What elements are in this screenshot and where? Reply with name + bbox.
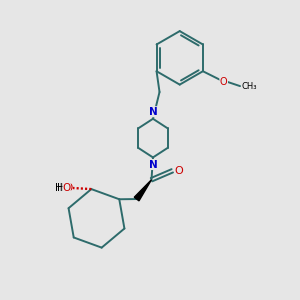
- Text: CH₃: CH₃: [242, 82, 257, 91]
- Polygon shape: [134, 180, 152, 201]
- Text: N: N: [148, 160, 157, 170]
- Text: N: N: [148, 107, 157, 117]
- Text: H: H: [55, 183, 62, 193]
- Text: O: O: [175, 166, 183, 176]
- Text: H: H: [57, 183, 64, 193]
- Text: O: O: [64, 183, 73, 193]
- Text: O: O: [220, 76, 227, 87]
- Text: O: O: [62, 183, 71, 193]
